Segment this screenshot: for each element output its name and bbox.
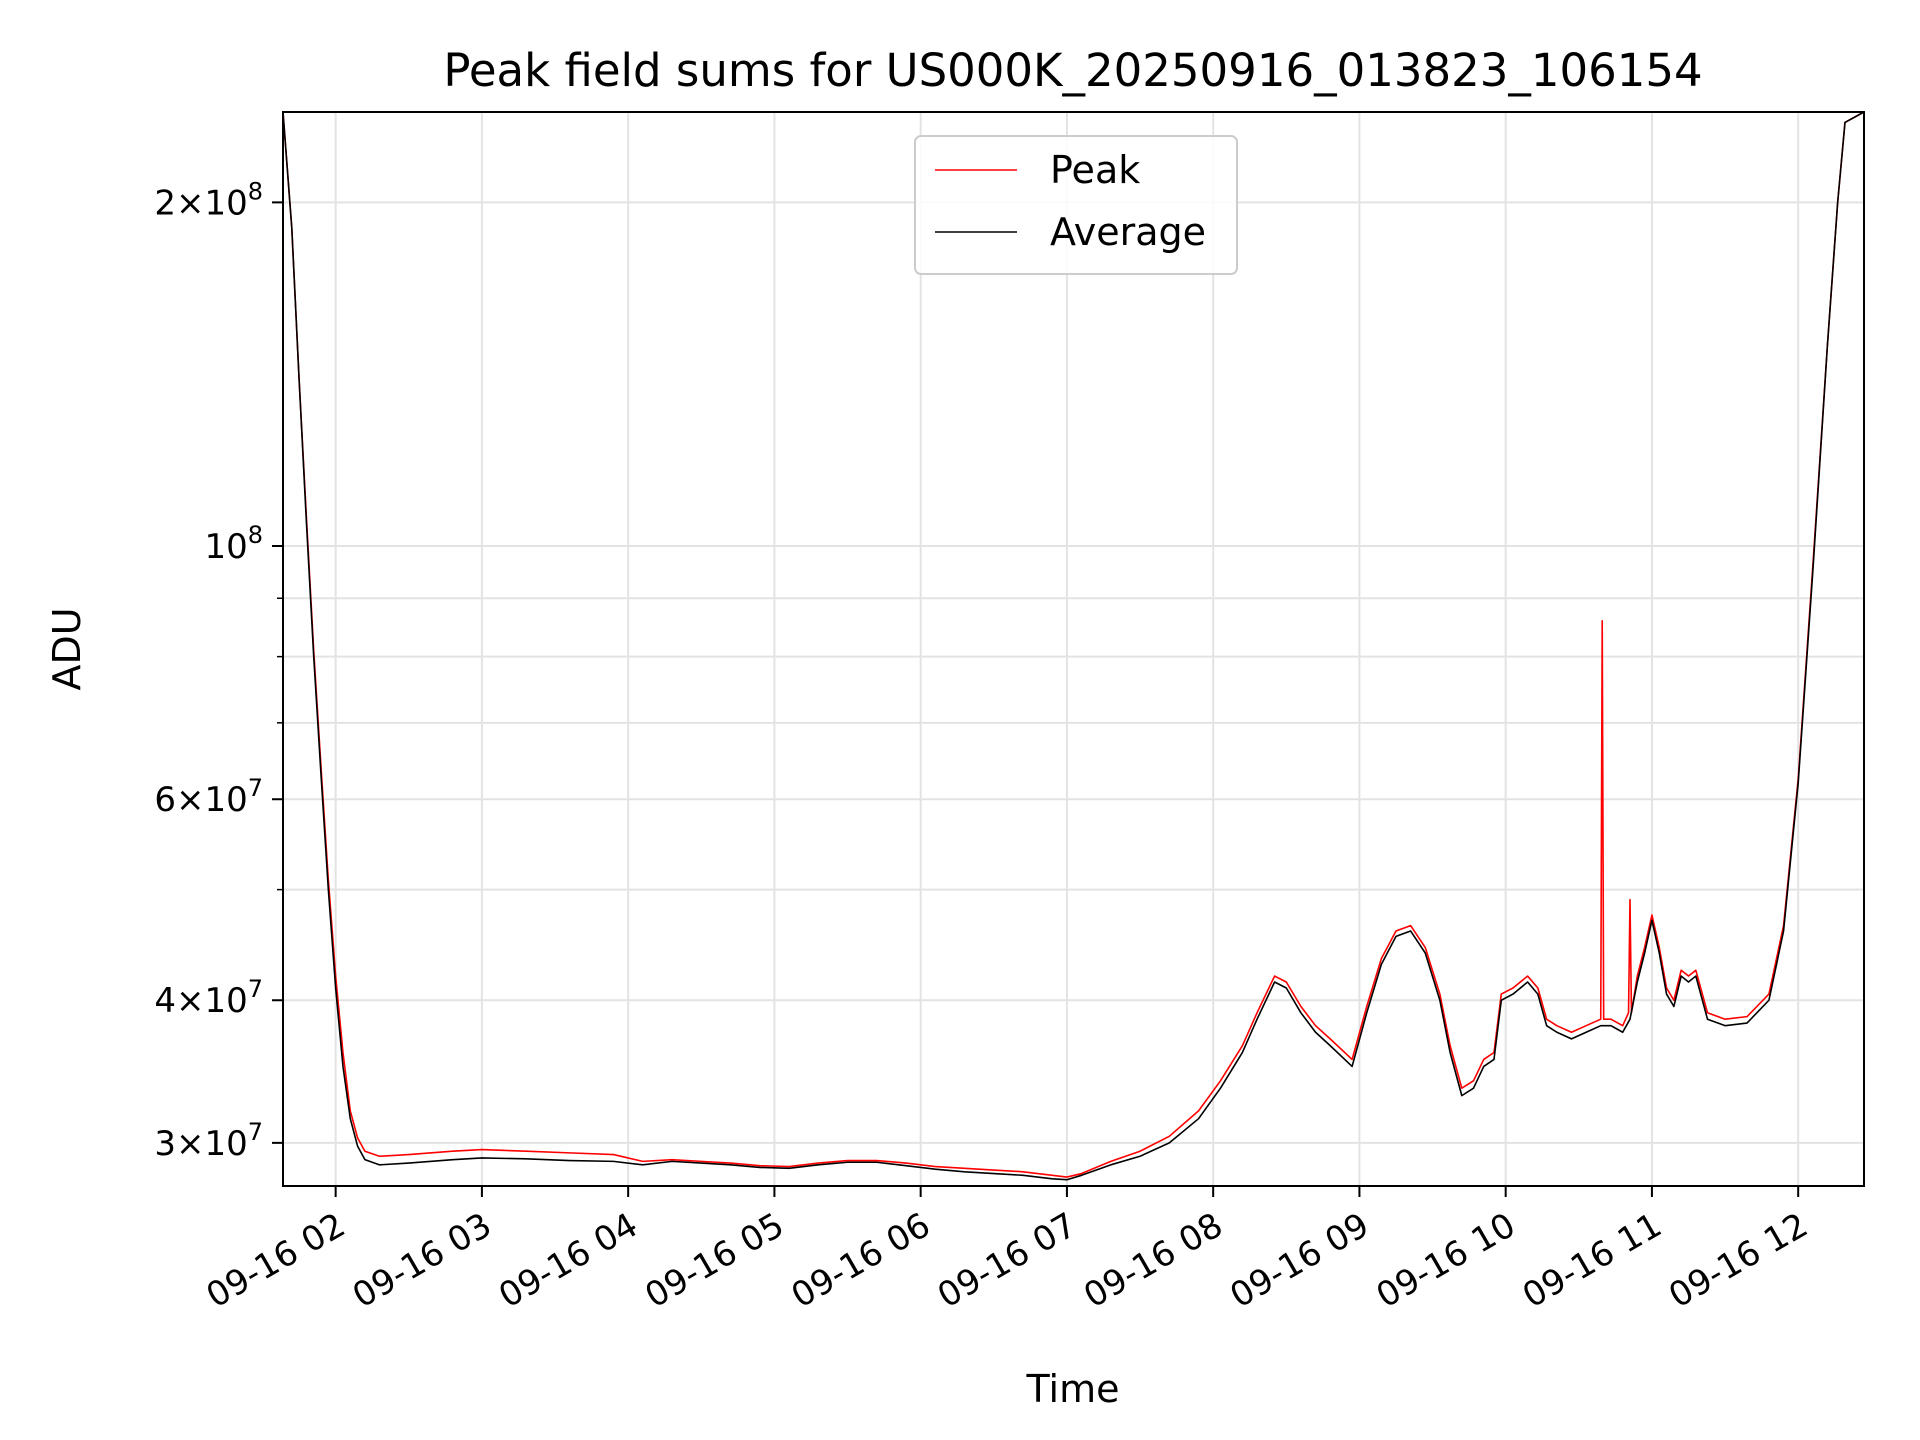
y-axis-ticks: 3×107 4×107 6×107 108 2×108 — [154, 177, 283, 1164]
y-tick-label: 6×107 — [154, 774, 263, 820]
grid — [283, 112, 1864, 1186]
y-tick-label: 2×108 — [154, 177, 263, 223]
legend-label-average: Average — [1050, 210, 1206, 254]
plot-frame — [282, 111, 1865, 1187]
series-line-peak — [282, 111, 1865, 1178]
legend-label-peak: Peak — [1050, 148, 1140, 192]
chart-title: Peak field sums for US000K_20250916_0138… — [443, 44, 1702, 97]
series-line-average — [282, 111, 1865, 1181]
y-tick-label: 3×107 — [154, 1118, 263, 1164]
x-axis-label: Time — [1026, 1367, 1120, 1411]
y-axis-label: ADU — [45, 607, 89, 690]
legend: Peak Average — [914, 135, 1238, 275]
y-tick-label: 108 — [204, 521, 263, 567]
y-tick-label: 4×107 — [154, 975, 263, 1021]
series-layer — [282, 111, 1865, 1181]
